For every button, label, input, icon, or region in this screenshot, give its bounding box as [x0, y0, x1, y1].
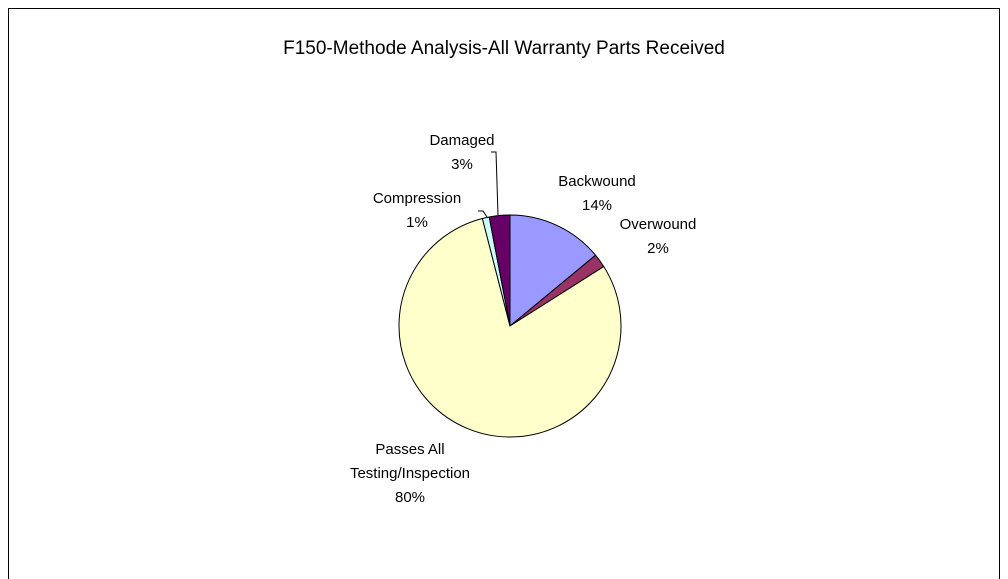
slice-value-label: 2% — [647, 240, 669, 257]
slice-value-label: 3% — [451, 156, 473, 173]
slice-label: Damaged — [429, 132, 495, 149]
slice-value-label: 1% — [406, 214, 428, 231]
slice-value-label: 80% — [394, 489, 426, 506]
slice-label: Passes All Testing/Inspection — [349, 441, 471, 482]
slice-label: Overwound — [619, 216, 697, 233]
slice-value-label: 14% — [581, 197, 613, 214]
pie-slice — [488, 214, 511, 327]
slice-label: Compression — [372, 190, 462, 207]
pie-slice — [398, 217, 622, 438]
slice-label: Backwound — [558, 173, 636, 190]
pie-slice — [509, 214, 597, 328]
leader-line — [491, 151, 499, 216]
chart-title: F150-Methode Analysis-All Warranty Parts… — [283, 38, 725, 59]
leader-line — [478, 210, 488, 218]
